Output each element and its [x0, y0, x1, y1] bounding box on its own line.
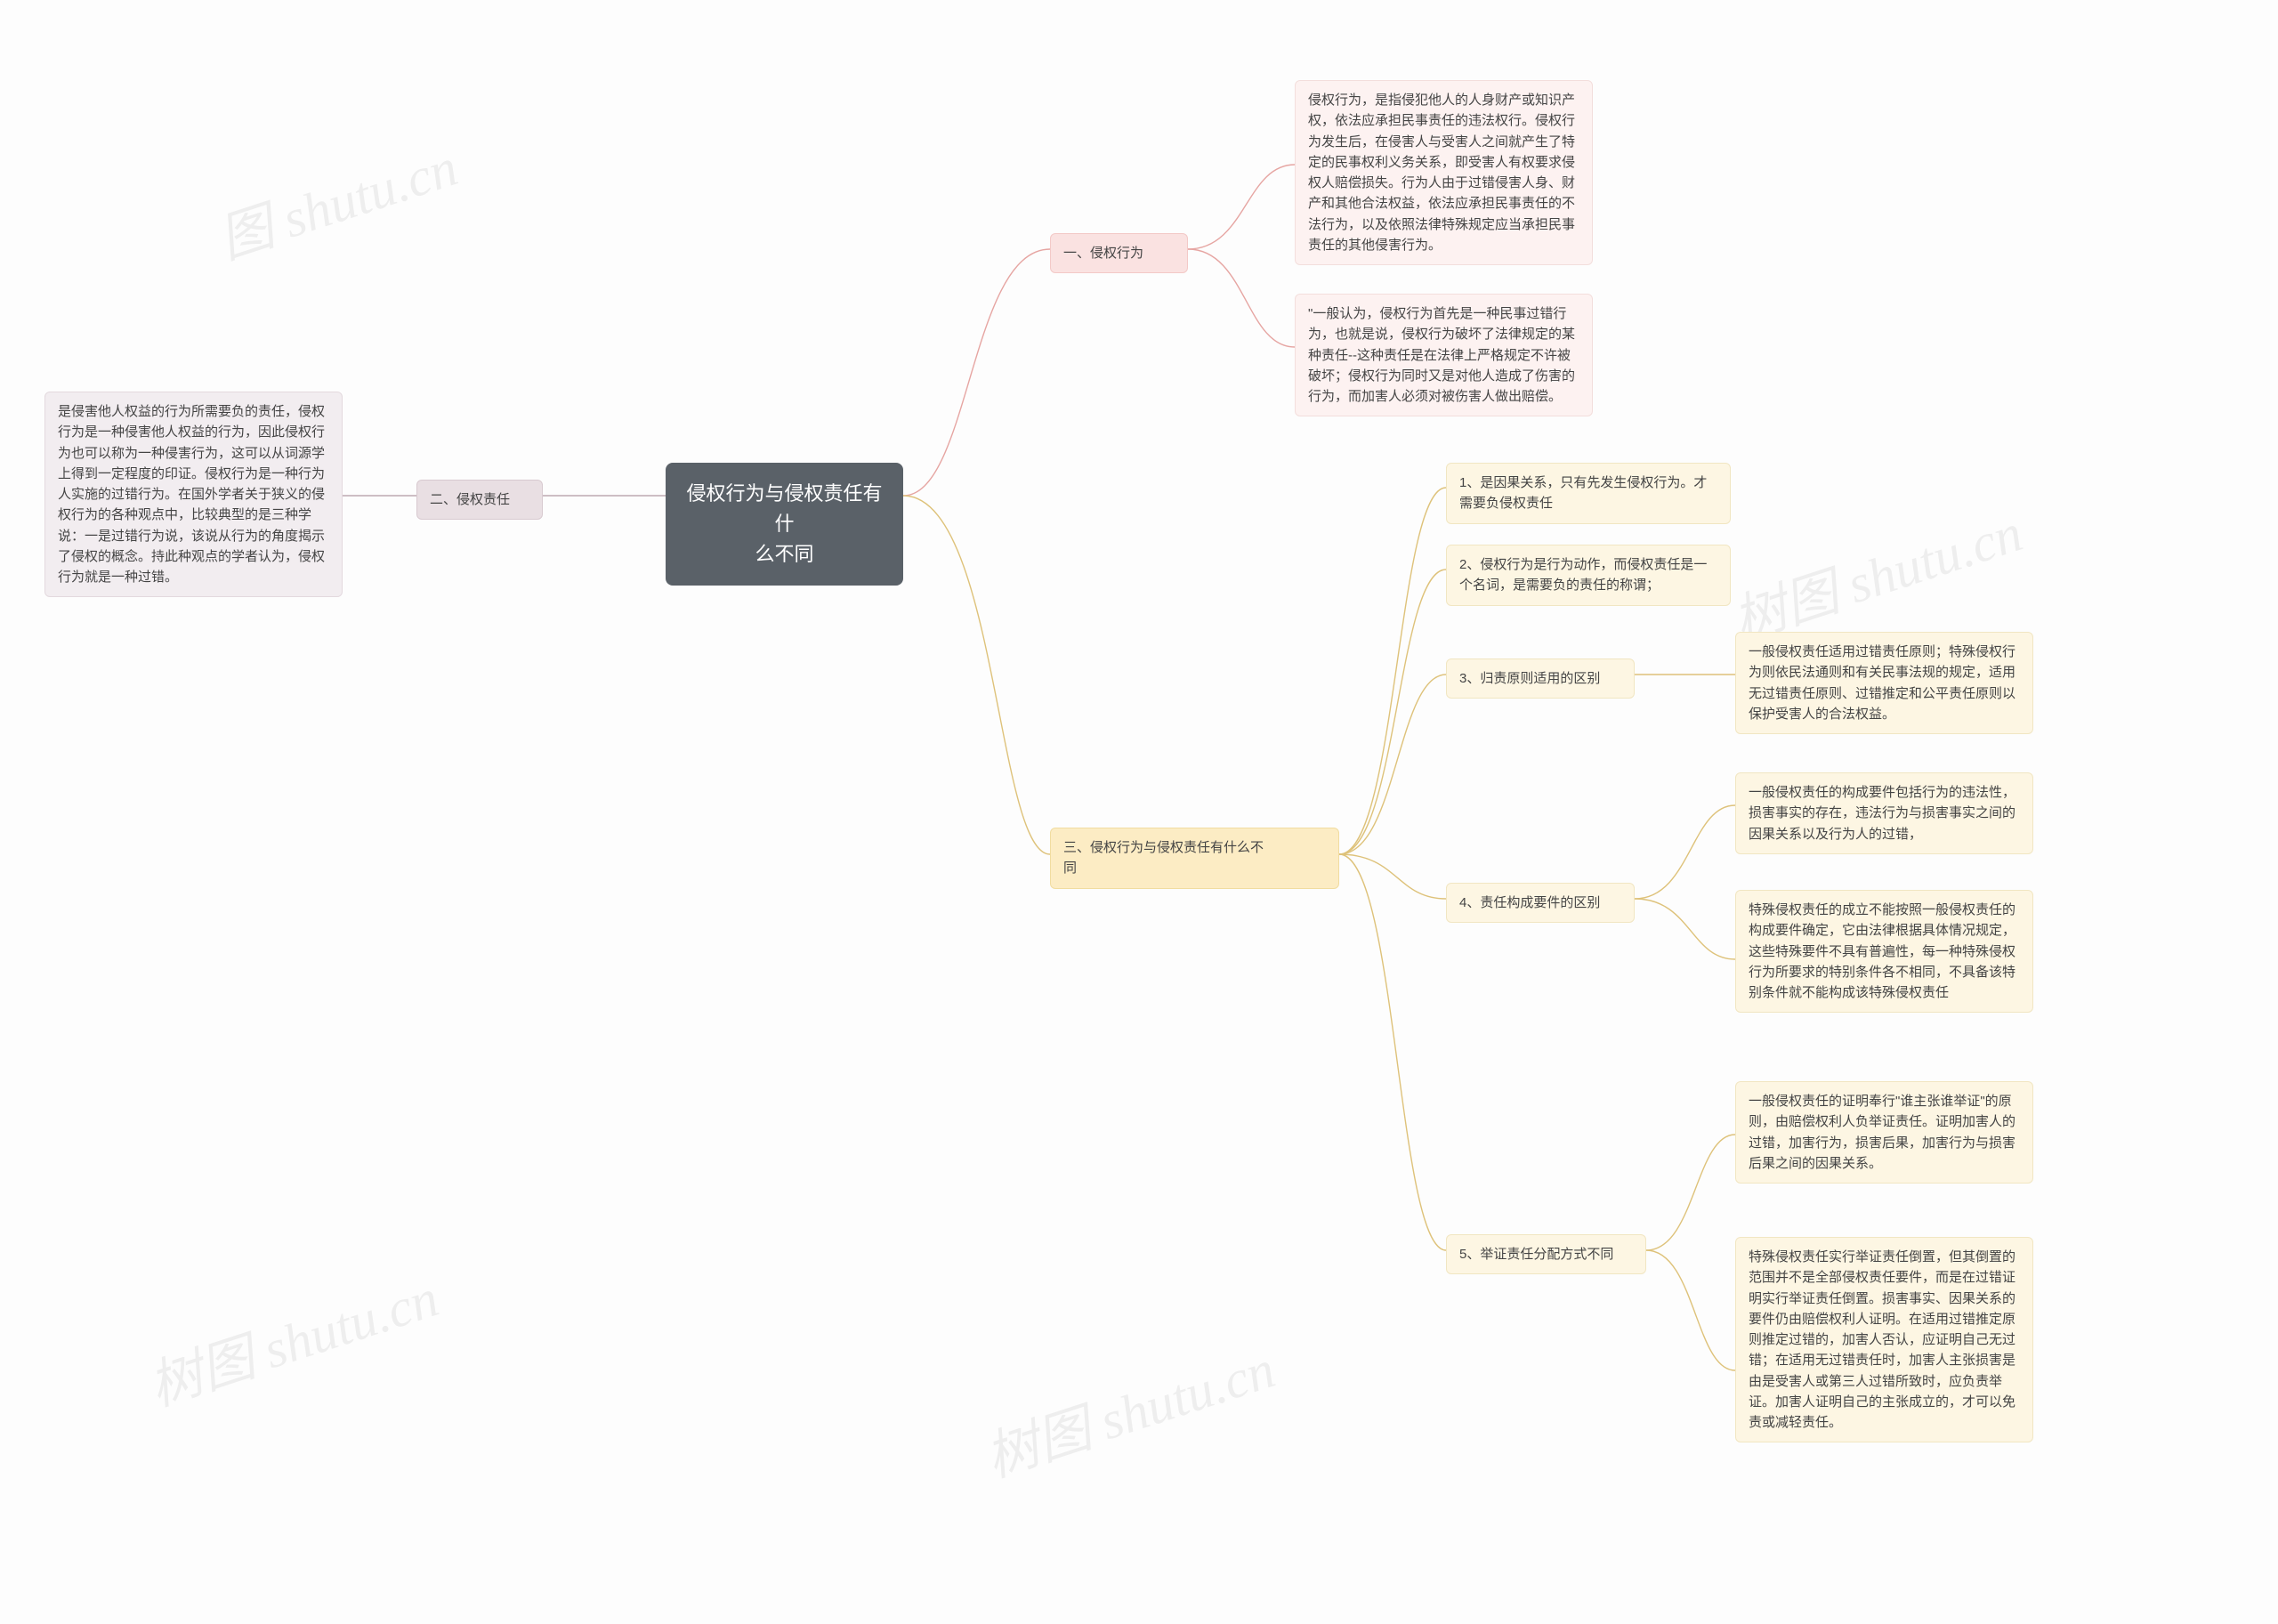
branch-3-label-line1: 三、侵权行为与侵权责任有什么不 — [1063, 840, 1264, 855]
branch-3-item-3-leaf: 一般侵权责任适用过错责任原则；特殊侵权行为则依民法通则和有关民事法规的规定，适用… — [1735, 632, 2033, 734]
branch-1-node: 一、侵权行为 — [1050, 233, 1188, 273]
branch-3-item-5-label: 5、举证责任分配方式不同 — [1446, 1234, 1646, 1274]
branch-2-leaf: 是侵害他人权益的行为所需要负的责任，侵权行为是一种侵害他人权益的行为，因此侵权行… — [44, 392, 343, 597]
watermark: 树图 shutu.cn — [138, 1255, 447, 1421]
branch-3-item-3-label: 3、归责原则适用的区别 — [1446, 658, 1635, 699]
branch-3-node: 三、侵权行为与侵权责任有什么不 同 — [1050, 828, 1339, 889]
root-node: 侵权行为与侵权责任有什 么不同 — [666, 463, 903, 586]
branch-2-label: 二、侵权责任 — [430, 492, 510, 507]
branch-2-node: 二、侵权责任 — [416, 480, 543, 520]
watermark: 图 shutu.cn — [207, 124, 465, 273]
branch-3-item-4-leaf-b: 特殊侵权责任的成立不能按照一般侵权责任的构成要件确定，它由法律根据具体情况规定，… — [1735, 890, 2033, 1013]
branch-1-leaf-b: "一般认为，侵权行为首先是一种民事过错行为，也就是说，侵权行为破坏了法律规定的某… — [1295, 294, 1593, 416]
branch-3-item-4-label: 4、责任构成要件的区别 — [1446, 883, 1635, 923]
root-title-line1: 侵权行为与侵权责任有什 — [686, 482, 882, 535]
branch-3-label-line2: 同 — [1063, 860, 1077, 876]
watermark: 树图 shutu.cn — [1722, 489, 2031, 656]
branch-3-item-4-leaf-a: 一般侵权责任的构成要件包括行为的违法性，损害事实的存在，违法行为与损害事实之间的… — [1735, 772, 2033, 854]
branch-3-item-5-leaf-a: 一般侵权责任的证明奉行"谁主张谁举证"的原则，由赔偿权利人负举证责任。证明加害人… — [1735, 1081, 2033, 1184]
branch-3-item-1: 1、是因果关系，只有先发生侵权行为。才需要负侵权责任 — [1446, 463, 1731, 524]
root-title-line2: 么不同 — [755, 543, 813, 565]
branch-3-item-2: 2、侵权行为是行为动作，而侵权责任是一个名词，是需要负的责任的称谓； — [1446, 545, 1731, 606]
branch-1-leaf-a: 侵权行为，是指侵犯他人的人身财产或知识产权，依法应承担民事责任的违法权行。侵权行… — [1295, 80, 1593, 265]
branch-1-label: 一、侵权行为 — [1063, 246, 1143, 261]
watermark: 树图 shutu.cn — [974, 1326, 1283, 1492]
branch-3-item-5-leaf-b: 特殊侵权责任实行举证责任倒置，但其倒置的范围并不是全部侵权责任要件，而是在过错证… — [1735, 1237, 2033, 1442]
